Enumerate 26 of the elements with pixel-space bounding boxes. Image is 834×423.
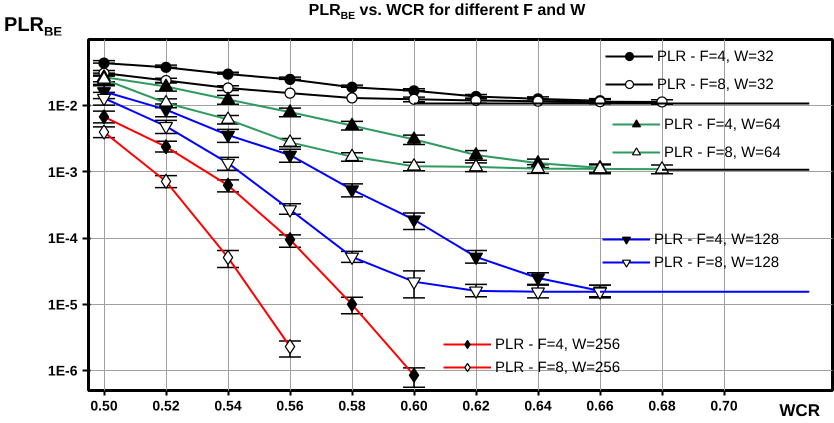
legend-label: PLR - F=8, W=64 [664, 142, 781, 162]
legend-label: PLR - F=8, W=32 [657, 74, 774, 94]
y-tick-label: 1E-4 [48, 230, 78, 246]
x-tick-label: 0.70 [710, 398, 738, 414]
legend-label: PLR - F=8, W=256 [495, 358, 620, 377]
y-tick-label: 1E-5 [48, 296, 78, 312]
x-tick-label: 0.66 [586, 398, 614, 414]
legend-label: PLR - F=4, W=128 [654, 230, 780, 249]
x-axis-title: WCR [779, 401, 820, 421]
chart-title: PLR$_{BE}$ vs. WCR for different F and W [308, 2, 586, 22]
x-tick-label: 0.62 [462, 398, 490, 414]
legend-label: PLR - F=8, W=128 [654, 252, 780, 272]
x-tick-label: 0.58 [338, 398, 366, 414]
y-tick-label: 1E-2 [48, 98, 78, 114]
x-tick-label: 0.60 [400, 398, 428, 414]
y-tick-label: 1E-3 [48, 164, 78, 180]
legend-label: PLR - F=4, W=64 [664, 114, 781, 134]
x-tick-label: 0.52 [152, 398, 180, 414]
x-tick-label: 0.54 [214, 398, 242, 414]
x-tick-label: 0.56 [276, 398, 304, 414]
legend-label: PLR - F=4, W=256 [495, 334, 620, 354]
legend-label: PLR - F=4, W=32 [657, 46, 774, 66]
x-tick-label: 0.50 [90, 398, 118, 414]
y-tick-label: 1E-6 [48, 362, 78, 379]
x-tick-label: 0.64 [524, 398, 552, 414]
x-tick-label: 0.68 [648, 398, 676, 414]
